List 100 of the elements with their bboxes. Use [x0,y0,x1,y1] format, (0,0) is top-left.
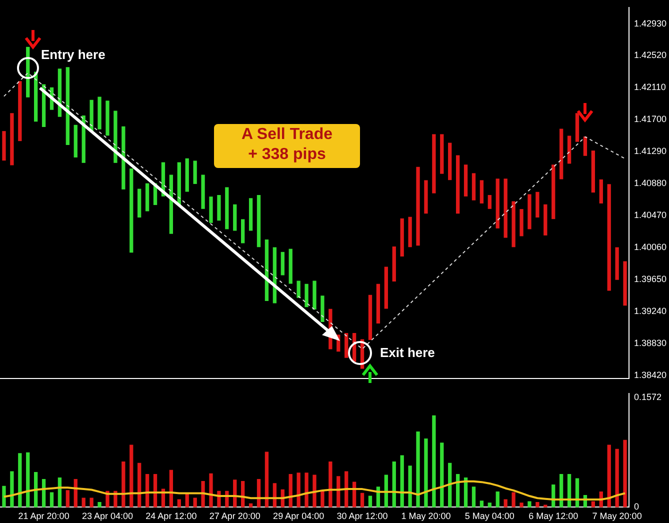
bar [424,438,428,508]
bar [241,219,245,244]
bar [504,178,508,238]
bar [464,164,468,196]
annotation: + 338 pips [248,146,326,164]
annotation: A Sell Trade [242,126,332,144]
bar [193,160,197,184]
bar [416,166,420,246]
bar [130,168,134,253]
bar [536,502,540,508]
y-tick-label: 1.38830 [634,338,667,348]
bar [472,486,476,508]
bar [98,502,102,508]
bar [432,134,436,194]
bar [376,284,380,324]
bar [90,498,94,508]
bar [472,173,476,200]
bar [217,195,221,221]
bar [408,466,412,508]
bar [296,280,300,298]
bar [448,142,452,180]
bar [2,486,6,508]
x-tick-label: 21 Apr 20:00 [18,511,70,522]
y-tick-label: 1.41700 [634,114,667,124]
bar [480,500,484,508]
bar [225,187,229,230]
bar [344,333,348,358]
bar [536,192,540,218]
bar [512,201,516,248]
bar [488,195,492,209]
y-tick-label: 1.40880 [634,178,667,188]
bar [440,442,444,508]
bar [488,502,492,508]
bar [416,431,420,508]
bar [368,496,372,508]
bar [504,499,508,508]
x-tick-label: 24 Apr 12:00 [146,511,197,522]
y-tick-label: 1.41290 [634,146,667,156]
bar [583,136,588,156]
bar [90,100,94,132]
bar [2,131,6,161]
bar [591,150,595,193]
bar [480,180,484,204]
bar [408,216,412,248]
bar [10,471,14,508]
bar [623,440,627,508]
bar [256,195,261,248]
bar [122,461,126,508]
bar [74,124,78,158]
bar [607,184,611,291]
bar [169,470,174,508]
bar [528,501,532,508]
x-tick-label: 1 May 20:00 [401,511,451,522]
bar [432,415,436,508]
bar [201,481,205,508]
bar [130,444,134,508]
bar [440,134,444,174]
bar [10,113,14,166]
bar [392,246,396,282]
bar [599,179,603,204]
bar [288,248,292,284]
bar [456,155,460,214]
bar [424,180,428,214]
bar [177,499,181,508]
bar [264,452,269,508]
bar [145,183,150,212]
bar [193,498,197,508]
bar [623,261,627,306]
bar [544,204,548,236]
x-tick-label: 29 Apr 04:00 [273,511,324,522]
bar [304,284,308,308]
bar [138,462,142,508]
bar [106,100,110,136]
y-tick-label: 1.42110 [634,82,666,92]
bar [312,474,316,508]
x-tick-label: 27 Apr 20:00 [209,511,260,522]
bar [248,198,253,231]
bar [185,158,189,192]
y-tick-label: 1.42930 [634,18,667,28]
bar [201,174,205,209]
y-tick-label: 1.40060 [634,242,667,252]
bar [66,67,70,145]
bar [400,218,404,256]
x-tick-label: 5 May 04:00 [464,511,514,522]
bar [320,490,324,508]
y-tick-label: 1.38420 [634,370,667,380]
bar [520,209,524,236]
y-tick-label: 1.39650 [634,274,667,284]
bar [280,252,284,276]
bar [607,444,611,508]
bar [233,204,237,231]
bar [50,492,54,508]
bar [392,461,396,508]
bar [360,492,364,508]
x-tick-label: 7 May 20:00 [592,511,642,522]
bar [512,492,516,508]
bar [320,296,324,322]
bar [209,196,213,223]
bar [26,452,30,508]
bar [496,178,500,228]
